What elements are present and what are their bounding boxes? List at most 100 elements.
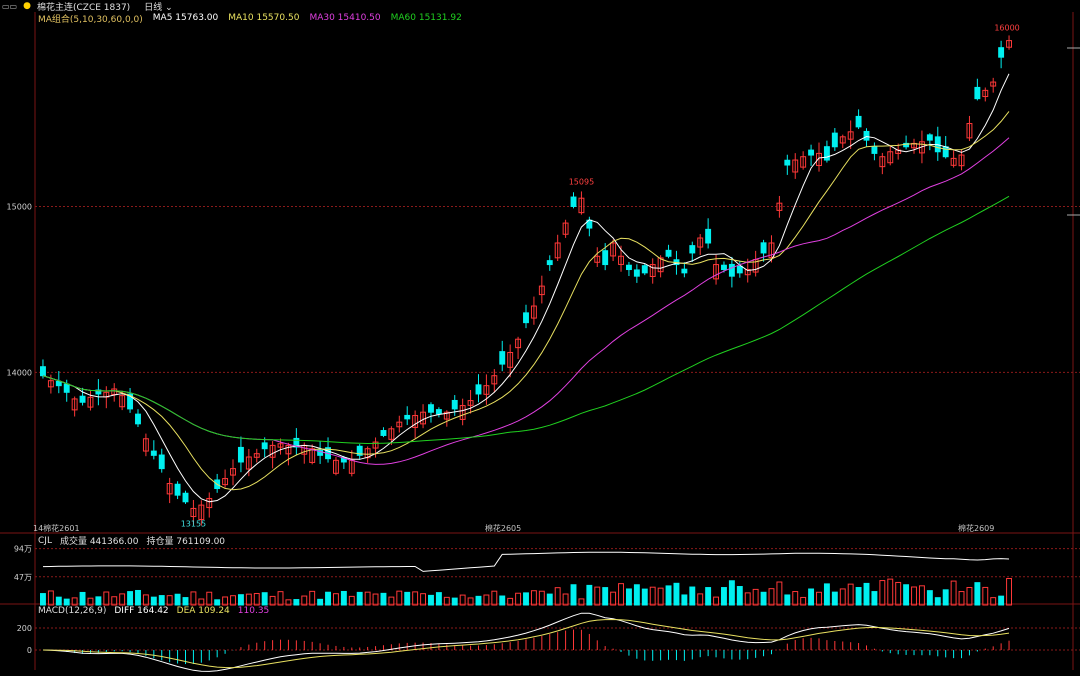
candle-up[interactable] [230, 468, 236, 476]
candle-down[interactable] [863, 130, 870, 141]
candle-up[interactable] [269, 444, 276, 458]
candle-up[interactable] [713, 264, 720, 280]
candle-up[interactable] [119, 395, 126, 408]
candle-down[interactable] [127, 393, 134, 410]
candle-down[interactable] [681, 268, 688, 274]
candle-down[interactable] [625, 264, 632, 271]
macd-label[interactable]: MACD(12,26,9) [38, 605, 107, 616]
candle-up[interactable] [950, 157, 957, 166]
candle-up[interactable] [332, 459, 339, 474]
candle-up[interactable] [277, 443, 284, 448]
window-controls-icon[interactable]: ▭▭ [2, 1, 18, 11]
candle-up[interactable] [166, 483, 173, 495]
candle-up[interactable] [768, 242, 775, 258]
candle-down[interactable] [665, 249, 672, 257]
candle-down[interactable] [728, 263, 735, 277]
candle-up[interactable] [792, 159, 799, 173]
candle-down[interactable] [174, 483, 181, 496]
candle-down[interactable] [356, 445, 363, 456]
candle-down[interactable] [641, 265, 648, 274]
candle-up[interactable] [467, 400, 474, 406]
candle-up[interactable] [253, 453, 260, 458]
candle-down[interactable] [998, 47, 1005, 58]
candle-down[interactable] [760, 242, 767, 254]
candle-up[interactable] [372, 441, 379, 449]
candle-down[interactable] [404, 414, 411, 420]
candle-down[interactable] [570, 196, 577, 207]
candle-up[interactable] [657, 257, 664, 273]
candle-up[interactable] [697, 237, 704, 248]
candle-up[interactable] [206, 497, 213, 509]
candle-up[interactable] [538, 285, 545, 296]
candle-up[interactable] [285, 444, 292, 455]
candle-down[interactable] [903, 142, 910, 148]
candle-down[interactable] [705, 228, 712, 244]
candle-up[interactable] [483, 385, 490, 395]
candle-down[interactable] [823, 146, 830, 161]
candle-down[interactable] [261, 442, 268, 450]
candle-up[interactable] [245, 456, 252, 470]
cjl-label[interactable]: CJL [38, 535, 52, 546]
candle-down[interactable] [135, 413, 141, 425]
candle-up[interactable] [839, 136, 846, 144]
candle-up[interactable] [966, 123, 973, 139]
candle-up[interactable] [507, 351, 514, 368]
candle-down[interactable] [317, 449, 324, 456]
candle-down[interactable] [602, 250, 609, 266]
candle-up[interactable] [594, 255, 601, 263]
candle-down[interactable] [435, 409, 442, 415]
candle-up[interactable] [800, 156, 807, 168]
candle-up[interactable] [443, 411, 450, 420]
candle-down[interactable] [475, 384, 482, 395]
candle-down[interactable] [721, 264, 727, 271]
candle-down[interactable] [158, 454, 165, 470]
candle-down[interactable] [79, 395, 86, 403]
candle-down[interactable] [380, 430, 387, 436]
candle-down[interactable] [831, 132, 838, 148]
candle-up[interactable] [578, 197, 585, 214]
candle-down[interactable] [736, 265, 743, 274]
candle-up[interactable] [990, 81, 997, 87]
candle-down[interactable] [784, 159, 791, 166]
candle-down[interactable] [55, 380, 62, 387]
candle-up[interactable] [530, 305, 537, 319]
candle-down[interactable] [95, 389, 102, 395]
candle-up[interactable] [388, 428, 395, 440]
candle-down[interactable] [974, 86, 981, 100]
candle-up[interactable] [776, 202, 783, 211]
candle-up[interactable] [610, 242, 617, 257]
candle-down[interactable] [633, 269, 640, 277]
candle-down[interactable] [871, 145, 878, 154]
candle-up[interactable] [649, 264, 656, 277]
candle-up[interactable] [47, 380, 54, 388]
candle-up[interactable] [887, 151, 894, 164]
candle-up[interactable] [87, 396, 94, 408]
candle-down[interactable] [63, 383, 70, 393]
candle-down[interactable] [150, 450, 157, 456]
candle-up[interactable] [847, 131, 854, 140]
candle-up[interactable] [71, 398, 78, 411]
candle-down[interactable] [926, 134, 933, 141]
candle-down[interactable] [182, 492, 189, 503]
candle-down[interactable] [523, 312, 529, 324]
ma-group-label[interactable]: MA组合(5,10,30,60,0,0) [38, 14, 143, 25]
candle-down[interactable] [40, 366, 46, 377]
candle-up[interactable] [412, 415, 419, 428]
candle-up[interactable] [309, 448, 316, 463]
candle-down[interactable] [428, 404, 434, 413]
candle-down[interactable] [237, 446, 244, 463]
candle-up[interactable] [198, 504, 205, 521]
candle-down[interactable] [808, 149, 815, 156]
candle-up[interactable] [982, 89, 989, 98]
candle-up[interactable] [618, 255, 624, 265]
candle-up[interactable] [562, 222, 569, 235]
candle-up[interactable] [1006, 40, 1012, 48]
candle-up[interactable] [491, 375, 498, 385]
candle-down[interactable] [855, 115, 862, 128]
candle-up[interactable] [515, 338, 522, 349]
candle-down[interactable] [499, 351, 506, 365]
candle-up[interactable] [190, 507, 197, 518]
symbol-title[interactable]: 棉花主连(CZCE 1837) [36, 2, 131, 13]
